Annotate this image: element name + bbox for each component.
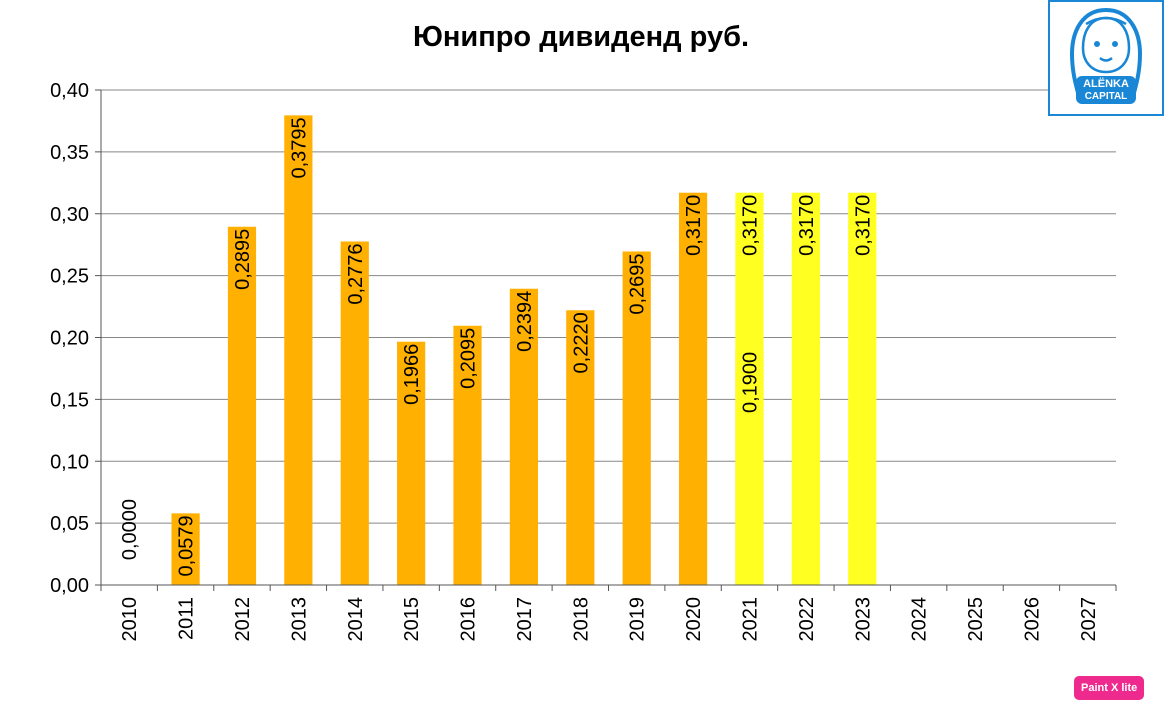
bar — [340, 241, 369, 585]
x-tick-label: 2019 — [627, 597, 649, 642]
x-tick-label: 2021 — [739, 597, 761, 642]
y-tick-label: 0,20 — [50, 328, 89, 350]
y-tick-label: 0,00 — [50, 575, 89, 597]
y-tick-label: 0,05 — [50, 513, 89, 535]
bars — [171, 115, 877, 586]
x-tick-label: 2011 — [176, 597, 198, 640]
y-tick-label: 0,40 — [50, 80, 89, 102]
y-tick-label: 0,10 — [50, 451, 89, 473]
bar — [622, 251, 651, 585]
bar — [284, 115, 313, 586]
x-tick-label: 2017 — [514, 597, 536, 642]
y-tick-label: 0,15 — [50, 389, 89, 411]
data-label: 0,2776 — [345, 243, 367, 304]
data-label: 0,2220 — [570, 312, 592, 373]
data-label: 0,3170 — [683, 195, 705, 256]
bar — [509, 288, 539, 585]
data-label: 0,0000 — [119, 499, 141, 560]
matryoshka-icon — [1069, 7, 1143, 104]
bar — [678, 192, 708, 585]
bar — [171, 513, 200, 585]
bar — [735, 192, 764, 585]
x-tick-label: 2018 — [570, 597, 592, 642]
data-label: 0,3795 — [288, 117, 310, 178]
data-label: 0,3170 — [796, 195, 818, 256]
y-tick-label: 0,30 — [50, 204, 89, 226]
logo-text-line2: CAPITAL — [1084, 91, 1128, 102]
bar — [566, 310, 595, 585]
bar — [397, 341, 426, 585]
axes: 0,00 0,05 0,10 0,15 0,20 0,25 0,30 0,35 0,40 2010… — [50, 80, 1117, 642]
logo-text-line1: ALЁNKA — [1083, 78, 1129, 90]
data-label: 0,0579 — [176, 515, 198, 576]
data-label: 0,3170 — [852, 195, 874, 256]
bar — [791, 192, 820, 585]
x-tick-label: 2015 — [401, 597, 423, 642]
x-tick-label: 2024 — [909, 597, 931, 642]
alenka-capital-logo: ALЁNKA CAPITAL — [1048, 0, 1164, 116]
x-tick-label: 2027 — [1078, 597, 1100, 642]
x-tick-label: 2022 — [796, 597, 818, 642]
x-tick-label: 2016 — [458, 597, 480, 642]
y-tick-label: 0,25 — [50, 266, 89, 288]
bar — [227, 226, 257, 585]
x-tick-label: 2025 — [965, 597, 987, 642]
y-tick-label: 0,35 — [50, 142, 89, 164]
chart-title: Юнипро дивиденд руб. — [413, 21, 749, 53]
data-label: 0,2095 — [458, 328, 480, 389]
x-tick-label: 2012 — [232, 597, 254, 642]
data-labels: 0,0000 0,0579 0,2895 0,3795 0,2776 0,1966 0,20… — [119, 117, 874, 576]
bar — [848, 192, 877, 585]
data-label: 0,2695 — [627, 253, 649, 314]
x-tick-label: 2014 — [345, 597, 367, 642]
x-tick-label: 2023 — [852, 597, 874, 642]
x-tick-label: 2013 — [288, 597, 310, 642]
x-tick-label: 2026 — [1021, 597, 1043, 642]
gridlines — [101, 89, 1116, 524]
bar — [453, 325, 482, 585]
x-tick-label: 2010 — [119, 597, 141, 642]
data-label: 0,3170 — [739, 195, 761, 256]
data-label: 0,1966 — [401, 344, 423, 405]
paint-x-lite-badge: Paint X lite — [1074, 676, 1145, 700]
data-label: 0,1900 — [739, 352, 761, 413]
data-label: 0,2394 — [514, 291, 536, 352]
x-tick-label: 2020 — [683, 597, 705, 642]
data-label: 0,2895 — [232, 229, 254, 290]
